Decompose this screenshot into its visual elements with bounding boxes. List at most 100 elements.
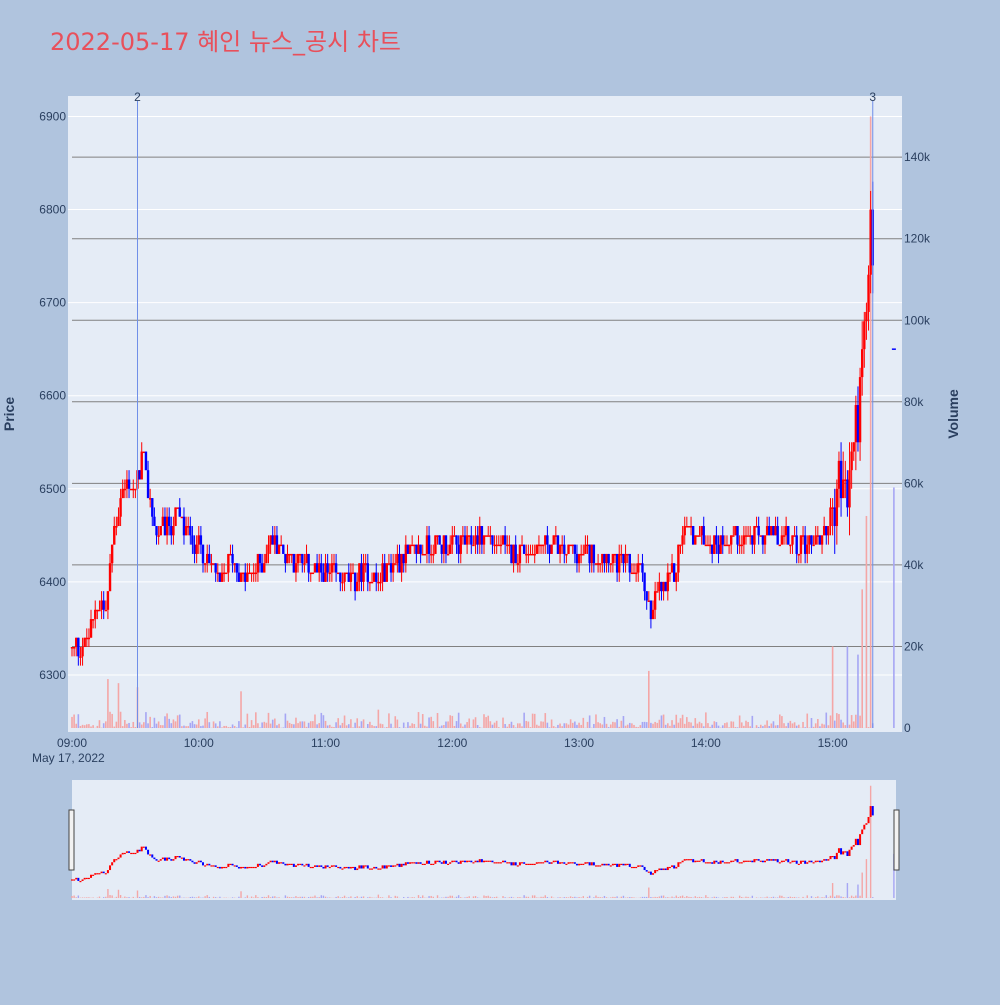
slider-volume-bar bbox=[190, 897, 191, 898]
volume-bar bbox=[432, 721, 434, 728]
candle-body bbox=[286, 554, 288, 563]
slider-volume-bar bbox=[794, 897, 795, 898]
volume-tick-label: 140k bbox=[904, 150, 931, 164]
slider-candle bbox=[532, 864, 534, 865]
volume-bar bbox=[633, 725, 635, 728]
slider-volume-bar bbox=[361, 897, 362, 898]
slider-candle bbox=[115, 859, 117, 860]
volume-bar bbox=[849, 725, 851, 728]
candle-body bbox=[79, 656, 81, 658]
slider-candle bbox=[407, 862, 409, 864]
volume-bar bbox=[255, 712, 257, 728]
volume-bar bbox=[840, 720, 842, 728]
volume-bar bbox=[509, 724, 511, 728]
candle-body bbox=[569, 545, 571, 547]
volume-bar bbox=[289, 723, 291, 728]
slider-volume-bar bbox=[128, 897, 129, 898]
volume-bar bbox=[785, 726, 787, 728]
candle-body bbox=[684, 526, 686, 535]
candle-body bbox=[141, 452, 143, 480]
candle-body bbox=[487, 535, 489, 537]
slider-volume-bar bbox=[411, 897, 412, 898]
slider-volume-bar bbox=[428, 896, 429, 898]
volume-bar bbox=[105, 721, 107, 728]
volume-bar bbox=[483, 714, 485, 728]
volume-bar bbox=[228, 727, 230, 728]
volume-bar bbox=[866, 516, 868, 728]
candle-body bbox=[603, 554, 605, 563]
range-slider[interactable] bbox=[69, 780, 899, 900]
volume-bar bbox=[181, 726, 183, 728]
slider-volume-bar bbox=[371, 897, 372, 898]
slider-candle bbox=[568, 862, 570, 864]
time-tick-label: 12:00 bbox=[437, 736, 467, 750]
slider-volume-bar bbox=[828, 897, 829, 898]
candle-body bbox=[394, 563, 396, 565]
slider-candle bbox=[375, 867, 377, 869]
slider-candle bbox=[134, 853, 136, 854]
candle-body bbox=[383, 563, 385, 582]
volume-bar bbox=[618, 727, 620, 728]
slider-candle bbox=[652, 873, 654, 875]
slider-candle bbox=[441, 862, 443, 864]
candle-body bbox=[734, 526, 736, 535]
volume-bar bbox=[821, 724, 823, 728]
candle-body bbox=[151, 498, 153, 517]
slider-candle bbox=[853, 845, 855, 847]
slider-volume-bar bbox=[477, 897, 478, 898]
slider-candle bbox=[396, 864, 398, 866]
volume-bar bbox=[667, 723, 669, 728]
volume-bar bbox=[580, 725, 582, 728]
slider-volume-bar bbox=[817, 896, 818, 898]
slider-candle bbox=[217, 867, 219, 868]
volume-bar bbox=[139, 722, 141, 728]
slider-volume-bar bbox=[175, 897, 176, 898]
slider-candle bbox=[251, 867, 253, 868]
volume-bar bbox=[149, 717, 151, 728]
slider-volume-bar bbox=[173, 896, 174, 898]
volume-bar bbox=[566, 723, 568, 728]
slider-candle bbox=[223, 867, 225, 868]
slider-candle bbox=[601, 864, 603, 866]
volume-bar bbox=[697, 724, 699, 728]
slider-volume-bar bbox=[71, 896, 72, 898]
candle-body bbox=[147, 470, 149, 498]
slider-candle bbox=[187, 859, 189, 860]
candle-body bbox=[339, 573, 341, 582]
slider-candle bbox=[656, 870, 658, 871]
slider-candle bbox=[86, 878, 88, 879]
range-slider-right-handle[interactable] bbox=[894, 810, 899, 870]
volume-bar bbox=[466, 722, 468, 728]
volume-bar bbox=[604, 717, 606, 728]
slider-candle bbox=[536, 862, 538, 864]
slider-candle bbox=[791, 861, 793, 863]
volume-bar bbox=[274, 719, 276, 728]
volume-bar bbox=[528, 722, 530, 728]
slider-volume-bar bbox=[433, 897, 434, 898]
candle-body bbox=[491, 535, 493, 544]
slider-candle bbox=[734, 859, 736, 861]
volume-bar bbox=[276, 725, 278, 728]
candle-body bbox=[677, 545, 679, 573]
slider-candle bbox=[141, 847, 143, 852]
candle-body bbox=[502, 535, 504, 544]
slider-volume-bar bbox=[526, 897, 527, 898]
candle-body bbox=[250, 573, 252, 575]
slider-volume-bar bbox=[707, 897, 708, 898]
slider-candle bbox=[185, 859, 187, 861]
slider-candle bbox=[90, 875, 92, 878]
slider-candle bbox=[73, 879, 75, 880]
volume-bar bbox=[530, 727, 532, 728]
slider-candle bbox=[477, 861, 479, 863]
slider-candle bbox=[434, 861, 436, 864]
candle-body bbox=[815, 535, 817, 544]
candle-body bbox=[810, 535, 812, 544]
candle-body bbox=[591, 545, 593, 564]
slider-candle bbox=[344, 867, 346, 869]
candle-body bbox=[747, 535, 749, 537]
candle-body bbox=[660, 582, 662, 591]
slider-volume-bar bbox=[697, 897, 698, 898]
slider-candle bbox=[105, 873, 107, 874]
range-slider-left-handle[interactable] bbox=[69, 810, 74, 870]
